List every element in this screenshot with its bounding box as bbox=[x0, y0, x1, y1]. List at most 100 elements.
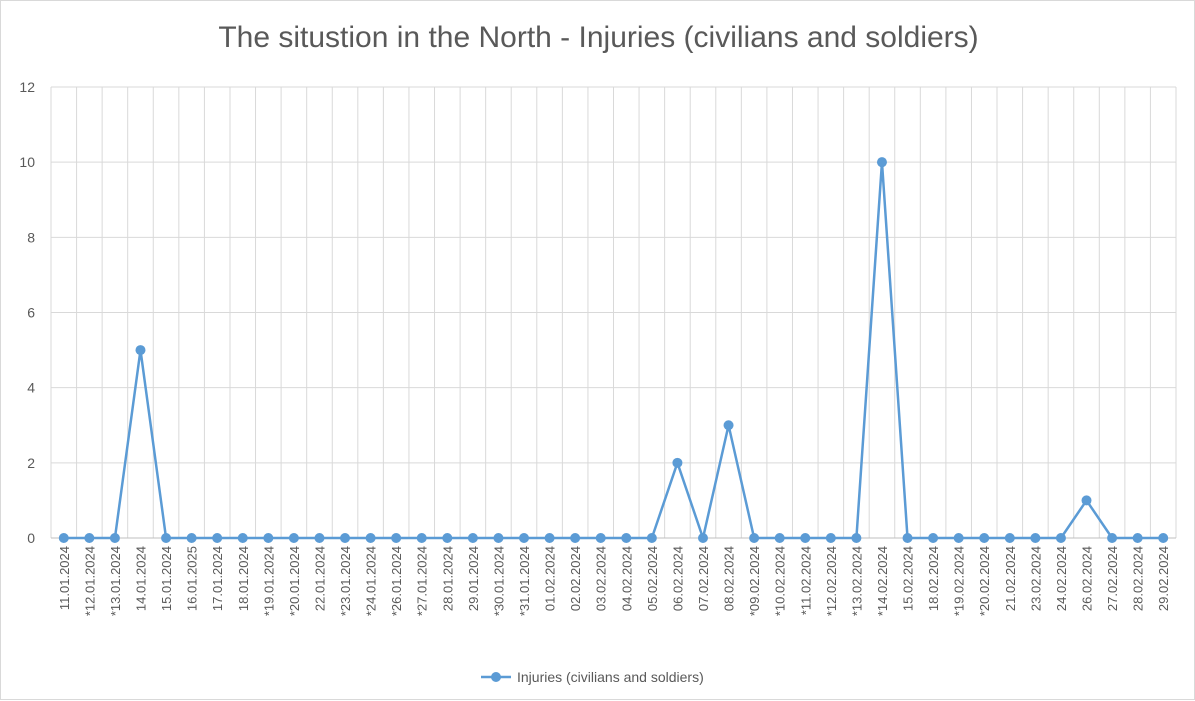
x-tick-label: 16.01.2025 bbox=[185, 546, 200, 611]
y-tick-label: 8 bbox=[27, 229, 35, 245]
data-point bbox=[825, 533, 836, 543]
x-tick-label: 27.02.2024 bbox=[1105, 546, 1120, 611]
x-tick-label: *31.01.2024 bbox=[517, 546, 532, 616]
data-point bbox=[416, 533, 427, 543]
x-tick-label: *09.02.2024 bbox=[747, 546, 762, 616]
data-point bbox=[570, 533, 581, 543]
legend-entry: Injuries (civilians and soldiers) bbox=[517, 669, 704, 685]
x-tick-label: *14.02.2024 bbox=[875, 546, 890, 616]
y-tick-label: 0 bbox=[27, 530, 35, 546]
data-point bbox=[135, 345, 146, 356]
grid bbox=[50, 86, 1177, 539]
x-tick-label: 15.02.2024 bbox=[901, 546, 916, 611]
x-tick-label: 06.02.2024 bbox=[670, 546, 685, 611]
data-point bbox=[800, 533, 811, 543]
data-point bbox=[1107, 533, 1118, 543]
x-tick-label: 28.02.2024 bbox=[1131, 546, 1146, 611]
data-point bbox=[595, 533, 606, 543]
x-tick-label: *11.02.2024 bbox=[798, 546, 813, 615]
data-point bbox=[749, 533, 760, 543]
data-point bbox=[774, 533, 785, 543]
x-tick-label: *13.01.2024 bbox=[108, 546, 123, 616]
chart-title: The situstion in the North - Injuries (c… bbox=[218, 21, 979, 54]
data-point bbox=[493, 533, 504, 543]
x-tick-label: *10.02.2024 bbox=[773, 546, 788, 616]
x-tick-label: 11.01.2024 bbox=[57, 546, 72, 610]
data-point bbox=[544, 533, 555, 543]
data-point bbox=[467, 533, 478, 543]
x-tick-label: *20.01.2024 bbox=[287, 546, 302, 616]
y-axis: 0 2 4 6 8 10 12 bbox=[19, 79, 35, 546]
x-tick-label: 22.01.2024 bbox=[312, 546, 327, 611]
data-point bbox=[391, 533, 402, 543]
data-point bbox=[902, 533, 913, 543]
x-tick-label: 28.01.2024 bbox=[440, 546, 455, 611]
data-point bbox=[1132, 533, 1143, 543]
x-tick-label: 14.01.2024 bbox=[133, 546, 148, 611]
x-tick-label: 29.01.2024 bbox=[466, 546, 481, 611]
data-point bbox=[1055, 533, 1066, 543]
x-tick-label: 15.01.2024 bbox=[159, 546, 174, 611]
data-point bbox=[442, 533, 453, 543]
x-tick-label: *19.01.2024 bbox=[261, 546, 276, 616]
data-point bbox=[314, 533, 325, 543]
x-tick-label: *13.02.2024 bbox=[849, 546, 864, 616]
series-layer bbox=[58, 157, 1169, 543]
data-point bbox=[288, 533, 299, 543]
x-tick-label: 18.02.2024 bbox=[926, 546, 941, 611]
legend: Injuries (civilians and soldiers) bbox=[481, 669, 704, 685]
data-point bbox=[672, 457, 683, 468]
x-tick-label: 08.02.2024 bbox=[722, 546, 737, 611]
x-tick-label: *20.02.2024 bbox=[977, 546, 992, 616]
legend-marker bbox=[491, 672, 501, 682]
data-point bbox=[365, 533, 376, 543]
data-point bbox=[979, 533, 990, 543]
data-point bbox=[621, 533, 632, 543]
data-point bbox=[1030, 533, 1041, 543]
data-point bbox=[519, 533, 530, 543]
data-point bbox=[109, 533, 120, 543]
y-tick-label: 4 bbox=[27, 380, 35, 396]
data-point bbox=[84, 533, 95, 543]
x-tick-label: *27.01.2024 bbox=[415, 546, 430, 616]
x-tick-label: 29.02.2024 bbox=[1156, 546, 1171, 611]
x-tick-label: *12.01.2024 bbox=[82, 546, 97, 616]
data-point bbox=[340, 533, 351, 543]
data-point bbox=[876, 157, 887, 168]
x-tick-label: 01.02.2024 bbox=[543, 546, 558, 611]
x-tick-label: 18.01.2024 bbox=[236, 546, 251, 611]
data-point bbox=[646, 533, 657, 543]
data-point bbox=[697, 533, 708, 543]
x-tick-label: 17.01.2024 bbox=[210, 546, 225, 611]
x-tick-label: 23.02.2024 bbox=[1028, 546, 1043, 611]
data-point bbox=[263, 533, 274, 543]
data-point bbox=[1004, 533, 1015, 543]
x-tick-label: *23.01.2024 bbox=[338, 546, 353, 616]
data-point bbox=[851, 533, 862, 543]
data-point bbox=[161, 533, 172, 543]
x-tick-label: 07.02.2024 bbox=[696, 546, 711, 611]
data-point bbox=[58, 533, 69, 543]
x-tick-label: 24.02.2024 bbox=[1054, 546, 1069, 611]
y-tick-label: 10 bbox=[19, 154, 35, 170]
x-axis: 11.01.2024 *12.01.2024 *13.01.2024 14.01.20… bbox=[57, 546, 1171, 616]
data-point bbox=[723, 420, 734, 431]
y-tick-label: 6 bbox=[27, 305, 35, 321]
y-tick-label: 12 bbox=[19, 79, 35, 95]
x-tick-label: 05.02.2024 bbox=[645, 546, 660, 611]
data-point bbox=[953, 533, 964, 543]
data-point bbox=[186, 533, 197, 543]
x-tick-label: 02.02.2024 bbox=[568, 546, 583, 611]
x-tick-label: *19.02.2024 bbox=[952, 546, 967, 616]
x-tick-label: 21.02.2024 bbox=[1003, 546, 1018, 611]
data-point bbox=[237, 533, 248, 543]
x-tick-label: *12.02.2024 bbox=[824, 546, 839, 616]
y-tick-label: 2 bbox=[27, 455, 35, 471]
data-point bbox=[928, 533, 939, 543]
data-point bbox=[1158, 533, 1169, 543]
x-tick-label: 26.02.2024 bbox=[1080, 546, 1095, 611]
x-tick-label: 04.02.2024 bbox=[619, 546, 634, 611]
x-tick-label: *24.01.2024 bbox=[364, 546, 379, 616]
